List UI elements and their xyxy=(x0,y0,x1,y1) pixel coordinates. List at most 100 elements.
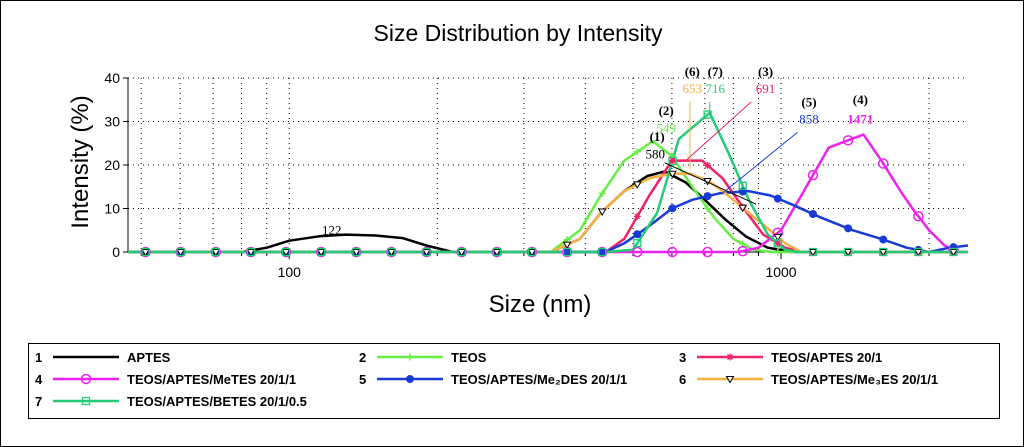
data-point xyxy=(913,249,923,257)
data-point xyxy=(315,246,327,258)
data-point xyxy=(457,249,467,257)
data-point xyxy=(386,246,397,258)
legend-label: TEOS/APTES/BETES 20/1/0.5 xyxy=(127,394,307,409)
series-line-4 xyxy=(128,133,968,254)
data-point xyxy=(246,247,256,257)
data-point xyxy=(527,247,537,257)
data-point xyxy=(843,247,853,257)
data-point xyxy=(737,245,748,257)
data-point xyxy=(141,247,150,257)
legend-swatch xyxy=(377,375,443,383)
data-point xyxy=(844,224,853,233)
data-point xyxy=(387,249,396,257)
data-point xyxy=(949,247,958,257)
legend-label: TEOS/APTES/Me₃ES 20/1/1 xyxy=(771,372,939,387)
legend-label: APTES xyxy=(127,350,171,365)
data-point xyxy=(879,247,888,257)
data-point xyxy=(211,249,221,257)
data-point xyxy=(704,204,712,212)
data-point xyxy=(246,249,256,257)
legend-swatch-marker xyxy=(725,376,735,384)
y-tick-label: 40 xyxy=(104,70,120,86)
peak-annotation: 122 xyxy=(322,223,342,238)
series-markers-6 xyxy=(141,170,958,257)
data-point xyxy=(808,209,817,218)
data-point xyxy=(773,194,782,203)
series-markers-2 xyxy=(142,148,957,256)
series-markers-3 xyxy=(142,157,957,256)
data-point xyxy=(702,246,713,258)
legend-number: 4 xyxy=(35,372,43,387)
data-point xyxy=(668,170,677,179)
series-1 xyxy=(128,170,968,254)
legend-swatch xyxy=(697,376,763,384)
series-4 xyxy=(128,133,968,254)
data-point xyxy=(280,246,292,258)
data-point xyxy=(492,247,501,257)
y-tick-label: 0 xyxy=(112,244,120,260)
data-point xyxy=(807,169,819,181)
data-point xyxy=(738,204,748,213)
legend-swatch-marker xyxy=(726,353,734,361)
data-point xyxy=(633,148,641,156)
data-point xyxy=(175,246,186,258)
legend-swatch xyxy=(53,355,119,359)
series-line-6 xyxy=(128,172,968,254)
data-point xyxy=(456,246,467,258)
y-axis-label: Intensity (%) xyxy=(67,95,94,228)
peak-annotation: (1) xyxy=(650,129,665,144)
x-axis-label: Size (nm) xyxy=(489,291,592,318)
legend-number: 5 xyxy=(359,372,367,387)
data-point xyxy=(668,204,677,213)
data-point xyxy=(914,247,923,257)
data-point xyxy=(879,235,888,244)
legend-number: 7 xyxy=(35,394,43,409)
data-point xyxy=(491,246,503,258)
data-point xyxy=(245,246,257,258)
x-tick-label: 1000 xyxy=(765,264,796,280)
data-point xyxy=(211,247,220,257)
peak-annotation: (5) xyxy=(801,94,816,109)
data-point xyxy=(738,181,747,190)
data-point xyxy=(877,158,889,169)
data-point xyxy=(632,246,643,258)
data-point xyxy=(351,249,361,257)
y-tick-label: 30 xyxy=(104,114,120,130)
data-point xyxy=(774,248,782,256)
legend-number: 6 xyxy=(679,372,687,387)
data-point xyxy=(527,249,537,257)
legend-swatch xyxy=(53,396,119,406)
legend-swatch xyxy=(697,353,763,361)
data-point xyxy=(596,246,608,258)
data-point xyxy=(774,239,782,247)
legend-swatch-marker xyxy=(81,396,91,406)
data-point xyxy=(421,246,432,258)
peak-annotation: (4) xyxy=(853,92,868,107)
legend-swatch-marker xyxy=(406,353,414,361)
series-line-7 xyxy=(128,111,968,254)
peak-annotation: (2) xyxy=(659,103,674,118)
legend-swatch-marker xyxy=(406,375,414,383)
data-point xyxy=(632,181,642,189)
chart-title: Size Distribution by Intensity xyxy=(374,20,663,46)
peak-annotation: (6) xyxy=(685,64,700,79)
series-3 xyxy=(128,159,968,254)
leader-line xyxy=(685,101,752,162)
peak-annotation: 653 xyxy=(683,81,703,96)
data-point xyxy=(703,192,712,201)
data-point xyxy=(913,211,924,222)
peak-annotation: 549 xyxy=(656,120,676,135)
data-point xyxy=(598,248,607,256)
data-point xyxy=(949,249,958,257)
data-point xyxy=(422,247,431,257)
y-tick-label: 20 xyxy=(104,157,120,173)
data-point xyxy=(281,247,291,257)
data-point xyxy=(633,212,641,220)
data-point xyxy=(773,239,782,248)
data-point xyxy=(352,247,361,257)
series-line-5 xyxy=(128,189,969,254)
data-point xyxy=(878,249,888,257)
series-2 xyxy=(128,139,968,254)
data-point xyxy=(316,249,326,257)
legend-swatch xyxy=(53,373,119,385)
